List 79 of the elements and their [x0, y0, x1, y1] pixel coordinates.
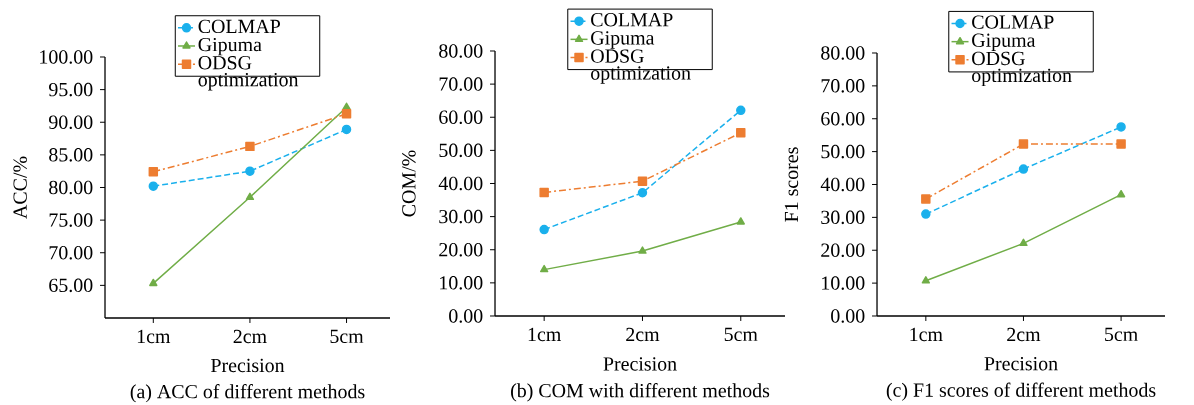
y-tick-label: 70.00: [439, 77, 483, 91]
y-tick-label: 80.00: [49, 180, 93, 195]
y-tick-label: 20.00: [821, 243, 865, 258]
y-tick-label: 30.00: [821, 210, 865, 225]
legend-label: Gipuma: [591, 31, 655, 49]
y-tick-label: 85.00: [49, 148, 93, 162]
point: [638, 246, 647, 254]
y-tick-label: 65.00: [49, 278, 93, 293]
legend-label: ODSG optimization: [591, 49, 691, 84]
x-tick-label: 1cm: [910, 327, 943, 342]
x-axis-title: Precision: [984, 357, 1058, 371]
point: [921, 209, 931, 219]
point: [736, 105, 746, 116]
legend-label: Gipuma: [198, 37, 262, 56]
point: [637, 176, 648, 186]
point: [1116, 139, 1126, 149]
point: [341, 124, 352, 135]
y-tick-label: 40.00: [438, 176, 483, 191]
y-tick-label: 70.00: [821, 79, 865, 93]
x-axis-title: Precision: [211, 358, 285, 373]
y-axis-title: COM/%: [402, 150, 416, 217]
x-tick-label: 2cm: [1007, 327, 1041, 342]
legend-label: COLMAP: [198, 19, 280, 34]
point: [921, 276, 931, 284]
point: [148, 167, 159, 177]
point: [1116, 122, 1126, 132]
x-tick-label: 2cm: [626, 327, 660, 342]
y-axis-title: F1 scores: [784, 147, 799, 222]
x-tick-label: 5cm: [1105, 327, 1138, 342]
y-tick-label: 0.00: [831, 309, 865, 323]
y-tick-label: 80.00: [821, 46, 865, 60]
point: [1116, 189, 1126, 198]
point: [149, 278, 158, 287]
point: [341, 109, 352, 119]
x-tick-label: 5cm: [330, 329, 364, 344]
point: [637, 188, 648, 198]
point: [148, 181, 159, 191]
point: [736, 217, 745, 225]
y-tick-label: 90.00: [48, 115, 93, 130]
y-tick-label: 10.00: [440, 276, 483, 290]
text: (c) F1 scores of different methods: [886, 382, 1156, 401]
y-tick-label: 75.00: [49, 213, 93, 227]
point: [245, 141, 255, 152]
y-tick-label: 95.00: [48, 82, 93, 97]
text: (b) COM with different methods: [511, 383, 770, 402]
point: [245, 192, 255, 201]
point: [539, 187, 549, 198]
legend-label: COLMAP: [972, 15, 1054, 29]
point: [539, 224, 549, 235]
y-tick-label: 30.00: [439, 209, 483, 224]
x-tick-label: 5cm: [724, 327, 758, 342]
y-tick-label: 50.00: [439, 143, 483, 158]
x-tick-label: 2cm: [233, 329, 267, 344]
y-tick-label: 60.00: [821, 111, 865, 126]
y-tick-label: 10.00: [822, 276, 865, 290]
y-tick-label: 80.00: [439, 44, 483, 58]
y-axis-title: ACC/%: [13, 156, 27, 219]
point: [1018, 139, 1029, 149]
y-tick-label: 60.00: [439, 110, 483, 125]
point: [1018, 164, 1029, 174]
y-tick-label: 70.00: [49, 245, 93, 260]
y-tick-label: 40.00: [820, 177, 865, 192]
legend-label: ODSG optimization: [972, 51, 1072, 87]
legend-label: Gipuma: [972, 33, 1036, 51]
x-tick-label: 1cm: [528, 327, 562, 342]
point: [1019, 238, 1028, 247]
y-tick-label: 0.00: [449, 309, 483, 323]
point: [921, 194, 931, 204]
legend-label: COLMAP: [591, 13, 673, 27]
x-axis-title: Precision: [603, 357, 677, 371]
y-tick-label: 20.00: [439, 242, 483, 257]
y-tick-label: 50.00: [821, 144, 865, 159]
point: [736, 128, 746, 138]
legend-label: ODSG optimization: [198, 56, 299, 91]
x-tick-label: 1cm: [137, 329, 171, 344]
y-tick-label: 100.00: [40, 50, 93, 64]
point: [245, 166, 255, 176]
point: [539, 264, 549, 273]
text: (a) ACC of different methods: [130, 384, 365, 403]
